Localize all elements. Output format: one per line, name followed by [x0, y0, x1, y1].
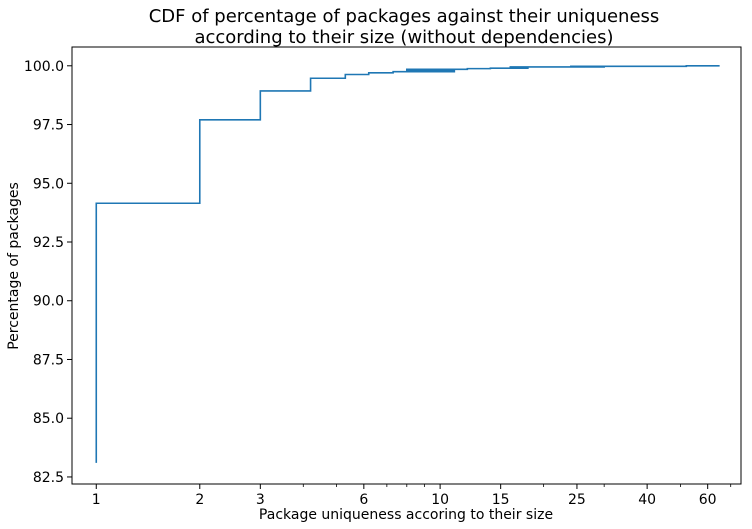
y-tick-label: 82.5 [33, 470, 64, 486]
x-axis: 1 2 3 6 10 15 25 40 60 [92, 484, 732, 508]
y-tick-label: 100.0 [24, 59, 64, 75]
y-tick-label: 95.0 [33, 176, 64, 192]
y-tick-label: 87.5 [33, 352, 64, 368]
y-axis: 82.5 85.0 87.5 90.0 92.5 95.0 97.5 100.0 [24, 59, 72, 486]
x-axis-label: Package uniqueness accoring to their siz… [259, 507, 553, 523]
x-tick-label: 2 [195, 492, 204, 508]
x-tick-label: 1 [92, 492, 101, 508]
cdf-step-line [95, 65, 720, 463]
y-tick-label: 85.0 [33, 411, 64, 427]
plot-area [95, 65, 720, 463]
x-tick-label: 10 [431, 492, 449, 508]
y-axis-label: Percentage of packages [6, 182, 22, 350]
x-tick-label: 15 [492, 492, 510, 508]
y-tick-label: 92.5 [33, 235, 64, 251]
plot-frame [71, 46, 742, 485]
chart-title-line1: CDF of percentage of packages against th… [149, 6, 660, 27]
chart-title-line2: according to their size (without depende… [194, 27, 613, 48]
y-tick-label: 90.0 [33, 294, 64, 310]
y-tick-label: 97.5 [33, 118, 64, 134]
x-tick-label: 40 [638, 492, 656, 508]
x-tick-label: 60 [699, 492, 717, 508]
x-tick-label: 25 [568, 492, 586, 508]
x-tick-label: 6 [359, 492, 368, 508]
x-tick-label: 3 [256, 492, 265, 508]
